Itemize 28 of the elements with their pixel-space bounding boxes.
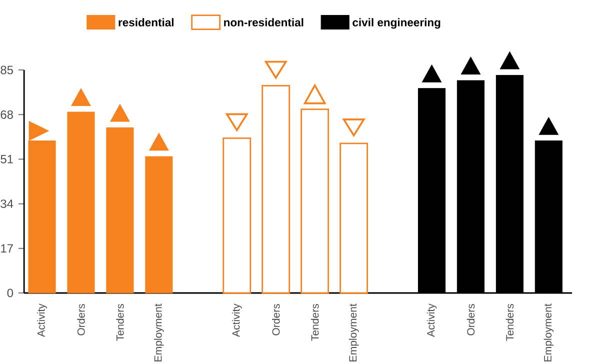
x-tick-label: Orders [272, 304, 280, 336]
bar [106, 127, 134, 294]
x-tick-label: Activity [232, 304, 242, 337]
x-tick-label: Tenders [116, 304, 124, 341]
x-tick-label: Activity [37, 304, 47, 337]
y-tick-label: 34 [0, 200, 14, 208]
x-tick-label: Orders [77, 304, 85, 336]
x-tick-label: Orders [466, 304, 475, 336]
bar [262, 85, 290, 294]
bar [145, 156, 173, 294]
legend-label: non-residential [224, 18, 304, 26]
x-tick-label: Tenders [506, 304, 514, 341]
y-tick-label: 68 [0, 110, 13, 119]
bar [340, 142, 368, 294]
y-tick-label: 85 [0, 66, 13, 74]
x-tick-label: Employment [544, 304, 554, 362]
x-tick-label: Activity [426, 304, 437, 337]
bar [222, 137, 252, 294]
x-tick-label: Employment [348, 304, 359, 362]
x-tick-label: Tenders [310, 304, 319, 341]
y-tick-label: 0 [7, 288, 14, 298]
y-tick-label: 17 [1, 244, 13, 252]
bar [300, 108, 330, 294]
bar [67, 112, 95, 294]
x-tick-label: Employment [154, 304, 164, 362]
legend-label: residential [118, 18, 174, 26]
legend-label: civil engineering [352, 18, 440, 29]
y-tick-label: 51 [0, 155, 13, 164]
